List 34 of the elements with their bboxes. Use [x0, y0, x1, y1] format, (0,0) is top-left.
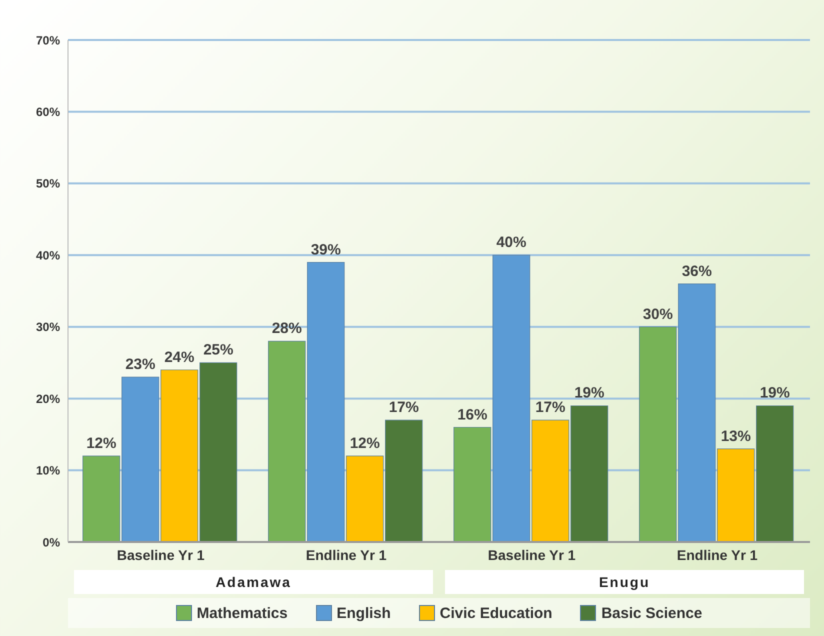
data-label: 28%	[272, 320, 302, 338]
data-label: 36%	[682, 262, 712, 280]
y-tick-label: 40%	[36, 248, 60, 262]
legend-label: Mathematics	[196, 604, 288, 622]
data-label: 39%	[310, 241, 341, 258]
y-tick-label: 30%	[36, 320, 60, 334]
y-tick-label: 60%	[36, 104, 60, 119]
y-tick-label: 50%	[36, 176, 60, 191]
data-label: 12%	[86, 434, 116, 452]
legend-label: Basic Science	[601, 604, 702, 622]
data-label: 17%	[535, 399, 566, 416]
data-label: 12%	[350, 434, 380, 452]
data-label: 30%	[642, 306, 673, 323]
text: Adamawa	[74, 570, 433, 594]
data-label: 40%	[496, 234, 526, 252]
y-tick-label: 10%	[36, 464, 60, 478]
x-tick-label: Baseline Yr 1	[488, 546, 576, 563]
text: Enugu	[445, 570, 804, 594]
data-label: 13%	[720, 428, 751, 445]
data-label: 19%	[574, 384, 604, 402]
data-label: 16%	[457, 406, 488, 424]
data-label: 23%	[125, 356, 156, 374]
data-label: 19%	[760, 384, 790, 402]
y-tick-label: 0%	[42, 535, 60, 550]
x-tick-label: Endline Yr 1	[306, 546, 387, 563]
data-label: 25%	[203, 342, 234, 359]
x-tick-label: Baseline Yr 1	[116, 546, 205, 563]
y-tick-label: 20%	[36, 392, 60, 406]
legend-label: English	[336, 604, 391, 622]
x-tick-label: Endline Yr 1	[676, 546, 758, 563]
data-label: 17%	[388, 399, 419, 416]
y-tick-label: 70%	[36, 33, 60, 48]
data-label: 24%	[164, 348, 194, 366]
legend-label: Civic Education	[440, 604, 552, 622]
